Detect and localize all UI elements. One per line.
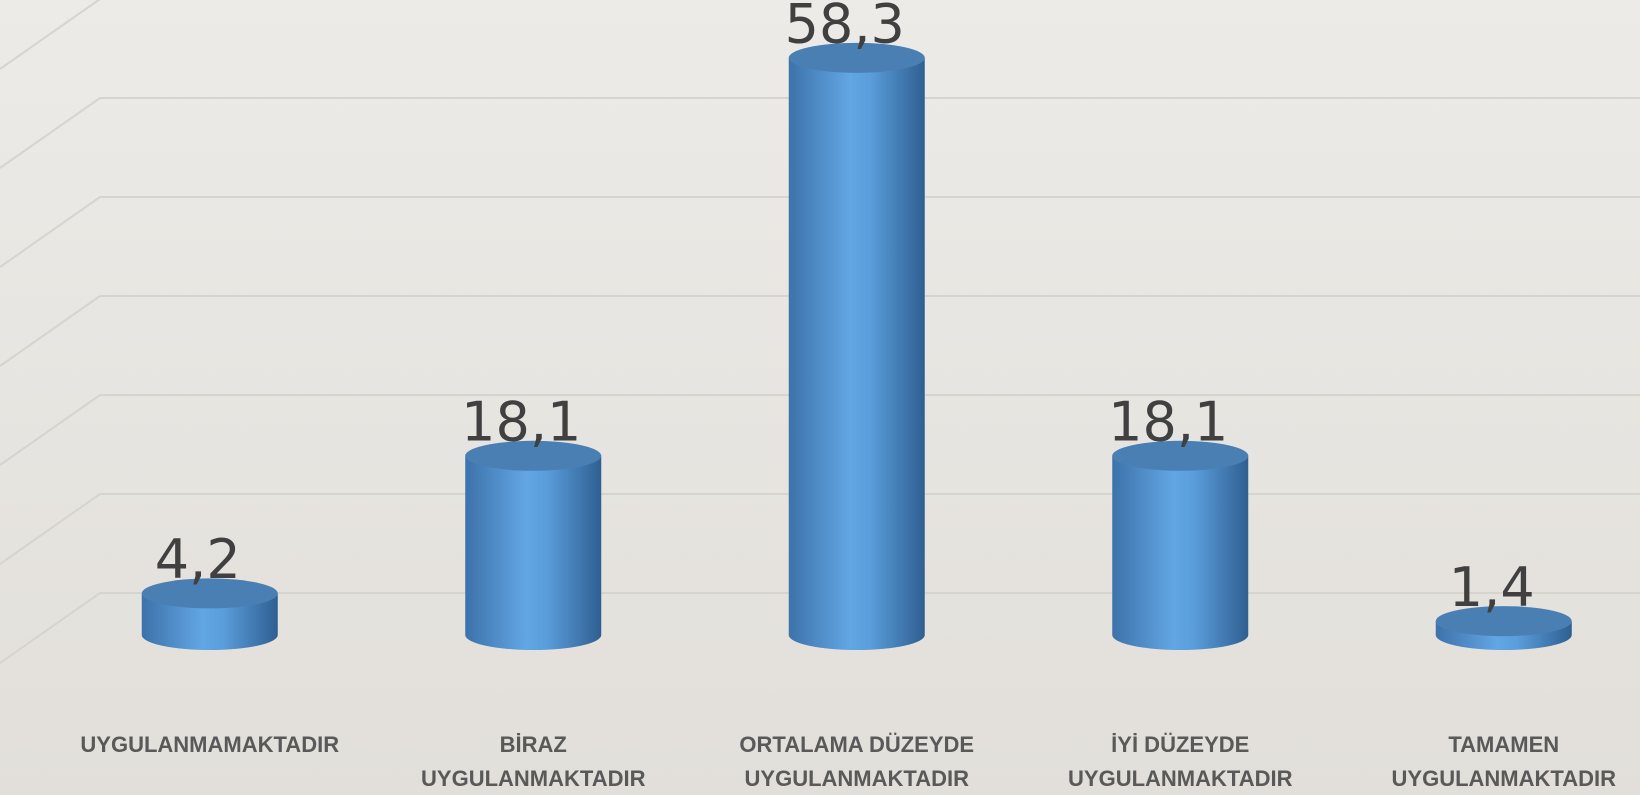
bar-body (465, 455, 602, 651)
data-label: 4,2 (155, 528, 241, 591)
grid-line-side (0, 295, 101, 367)
bar-top (788, 42, 925, 73)
grid-line-side (0, 493, 101, 565)
grid-line-side (0, 394, 101, 466)
bar (788, 42, 925, 651)
bar (141, 578, 278, 651)
grid-line-side (0, 196, 101, 268)
bar-top (465, 440, 602, 471)
bar (1112, 440, 1249, 651)
x-tick-label: TAMAMEN UYGULANMAKTADIR (1391, 732, 1616, 791)
grid-line-side (0, 592, 101, 664)
bar-top (1435, 606, 1572, 637)
bars (141, 42, 1572, 651)
x-tick-label: İYİ DÜZEYDE UYGULANMAKTADIR (1068, 732, 1293, 791)
bar-top (1112, 440, 1249, 471)
bar (1435, 606, 1572, 651)
bar (465, 440, 602, 651)
data-label: 58,3 (785, 0, 905, 55)
x-tick-label: BİRAZ UYGULANMAKTADIR (421, 732, 646, 791)
grid-line-side (0, 97, 101, 169)
data-label: 18,1 (1108, 390, 1228, 453)
grid-line-side (0, 0, 101, 70)
x-tick-label: UYGULANMAMAKTADIR (80, 732, 340, 757)
data-label: 1,4 (1449, 556, 1535, 619)
bar-top (141, 578, 278, 609)
data-label: 18,1 (461, 390, 581, 453)
x-tick-label: ORTALAMA DÜZEYDE UYGULANMAKTADIR (739, 732, 975, 791)
bar-body (1112, 455, 1249, 651)
bar-body (788, 57, 925, 651)
bar-body (141, 593, 278, 651)
